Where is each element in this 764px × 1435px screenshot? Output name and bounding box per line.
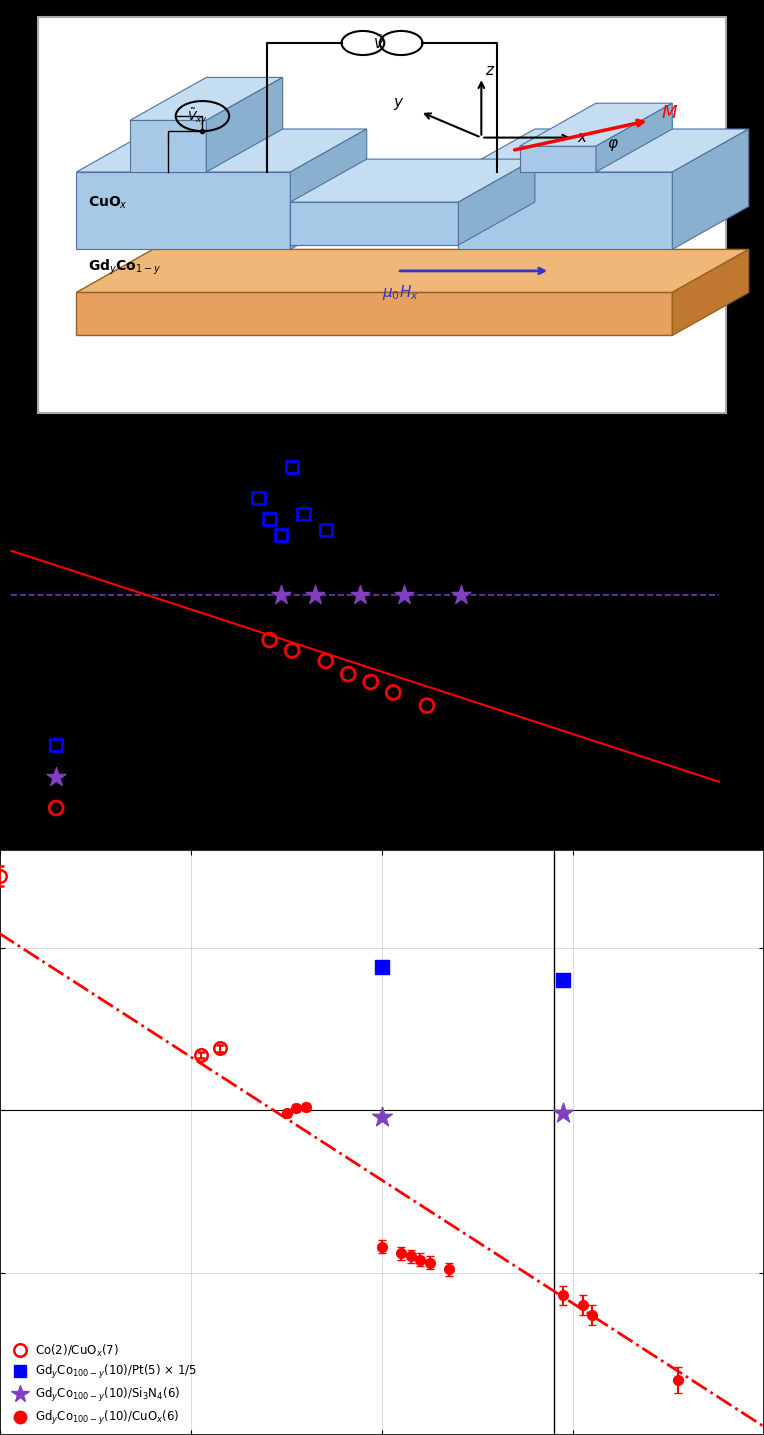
Polygon shape	[672, 250, 749, 336]
Point	[309, 584, 321, 607]
Text: $\tilde{V}$: $\tilde{V}$	[373, 34, 385, 53]
Text: $z$: $z$	[485, 63, 496, 79]
Polygon shape	[458, 172, 672, 250]
Text: $\varphi$: $\varphi$	[607, 138, 620, 154]
Text: CuO$_x$: CuO$_x$	[88, 194, 128, 211]
Point	[50, 796, 63, 819]
Text: $\mu_0 H_x$: $\mu_0 H_x$	[382, 283, 419, 301]
Polygon shape	[290, 202, 458, 245]
Point	[264, 629, 276, 651]
Point	[297, 502, 309, 525]
Point	[252, 486, 264, 509]
Legend: Co(2)/CuO$_x$(7), Gd$_y$Co$_{100-y}$(10)/Pt(5) $\times$ 1/5, Gd$_y$Co$_{100-y}$(: Co(2)/CuO$_x$(7), Gd$_y$Co$_{100-y}$(10)…	[6, 1340, 199, 1429]
Polygon shape	[458, 159, 535, 245]
Point	[376, 956, 388, 979]
Polygon shape	[76, 129, 367, 172]
Polygon shape	[672, 129, 749, 250]
Polygon shape	[76, 172, 290, 250]
Polygon shape	[520, 146, 596, 172]
Polygon shape	[290, 129, 367, 250]
Point	[286, 455, 298, 478]
Point	[264, 508, 276, 531]
Point	[455, 584, 467, 607]
Point	[275, 524, 287, 547]
Point	[275, 584, 287, 607]
Point	[342, 663, 354, 686]
Polygon shape	[130, 121, 206, 172]
Point	[558, 969, 570, 992]
Point	[319, 650, 332, 673]
Text: $x$: $x$	[577, 131, 588, 145]
Polygon shape	[290, 159, 535, 202]
Text: $\tilde{V}_{xy}$: $\tilde{V}_{xy}$	[187, 108, 209, 128]
Polygon shape	[76, 293, 672, 336]
Point	[558, 1102, 570, 1125]
Point	[354, 584, 366, 607]
Polygon shape	[76, 250, 749, 293]
FancyBboxPatch shape	[38, 17, 726, 413]
Point	[364, 670, 377, 693]
Polygon shape	[206, 77, 283, 172]
Point	[50, 765, 63, 788]
Polygon shape	[520, 103, 672, 146]
Point	[50, 733, 63, 756]
Point	[421, 695, 433, 718]
Point	[387, 682, 400, 705]
Point	[286, 639, 298, 662]
Text: $M$: $M$	[661, 105, 678, 122]
Point	[319, 518, 332, 541]
Polygon shape	[458, 129, 749, 172]
Polygon shape	[596, 103, 672, 172]
Point	[376, 1105, 388, 1128]
Point	[398, 584, 410, 607]
Polygon shape	[130, 77, 283, 121]
Text: $y$: $y$	[393, 96, 405, 112]
Text: Gd$_y$Co$_{1-y}$: Gd$_y$Co$_{1-y}$	[88, 258, 161, 277]
